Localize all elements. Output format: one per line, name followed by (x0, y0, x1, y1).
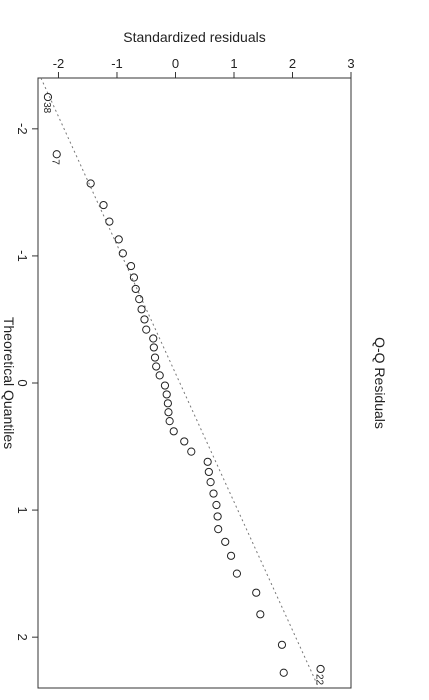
y-tick-label: 2 (289, 56, 296, 71)
data-point (277, 640, 287, 649)
data-point (279, 668, 288, 677)
y-axis-label: Standardized residuals (123, 29, 265, 45)
chart-title: Q-Q Residuals (372, 337, 388, 429)
data-point (180, 437, 189, 446)
data-point (114, 235, 123, 244)
x-tick-label: 0 (15, 379, 30, 386)
data-point (135, 295, 144, 304)
data-point (169, 427, 178, 436)
point-label: 22 (314, 674, 325, 686)
point-label: 7 (50, 159, 61, 165)
data-point (43, 92, 53, 102)
data-point (160, 381, 170, 390)
reference-line (40, 77, 320, 689)
data-point (256, 610, 265, 619)
data-point (232, 569, 242, 578)
data-point (165, 417, 174, 426)
data-point (206, 478, 215, 487)
data-point (226, 551, 236, 560)
y-tick-label: -1 (111, 56, 123, 71)
x-tick-label: -1 (15, 250, 30, 262)
data-point (137, 305, 146, 314)
data-point (149, 343, 158, 352)
y-tick-label: -2 (53, 56, 65, 71)
data-point (155, 371, 164, 380)
data-point (105, 217, 114, 226)
data-point (209, 489, 218, 498)
data-point (252, 588, 261, 597)
data-point (213, 512, 222, 521)
data-point (162, 390, 171, 399)
data-point (163, 399, 172, 408)
point-label: 38 (41, 102, 52, 114)
x-tick-label: 1 (15, 506, 30, 513)
plot-frame (37, 77, 352, 689)
data-point (86, 179, 95, 188)
data-point (140, 315, 149, 324)
data-point (152, 362, 161, 371)
data-point (142, 325, 151, 334)
x-tick-label: 2 (15, 634, 30, 641)
x-axis-label: Theoretical Quantiles (1, 317, 17, 449)
data-point (149, 334, 158, 343)
data-point (187, 447, 196, 456)
data-point (316, 664, 325, 674)
data-point (164, 408, 173, 417)
data-point (129, 273, 139, 282)
data-point (131, 284, 140, 294)
data-point (118, 249, 127, 258)
data-point (150, 353, 160, 362)
y-tick-label: 0 (172, 56, 179, 71)
y-tick-label: 3 (347, 56, 354, 71)
data-point (221, 537, 230, 546)
data-point (99, 200, 108, 210)
data-point (126, 261, 136, 271)
data-point (204, 467, 213, 477)
data-point (52, 150, 61, 159)
data-point (203, 457, 212, 466)
data-point (212, 500, 221, 510)
x-tick-label: -2 (15, 123, 30, 135)
data-point (214, 525, 223, 534)
y-tick-label: 1 (230, 56, 237, 71)
